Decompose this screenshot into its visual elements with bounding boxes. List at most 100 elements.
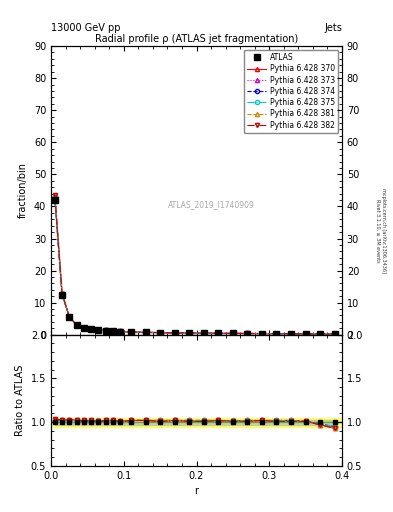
Pythia 6.428 373 — [129, 329, 134, 335]
Pythia 6.428 375 — [110, 328, 115, 334]
Pythia 6.428 373 — [96, 327, 101, 333]
Pythia 6.428 382 — [274, 331, 279, 337]
Pythia 6.428 382 — [129, 329, 134, 335]
Pythia 6.428 375 — [81, 325, 86, 331]
Pythia 6.428 381 — [52, 191, 57, 198]
Pythia 6.428 381 — [202, 330, 206, 336]
Pythia 6.428 375 — [202, 330, 206, 336]
Pythia 6.428 375 — [260, 330, 264, 336]
Pythia 6.428 374 — [74, 322, 79, 328]
Pythia 6.428 370 — [67, 313, 72, 319]
ATLAS — [118, 328, 123, 334]
Pythia 6.428 375 — [118, 328, 123, 334]
Pythia 6.428 381 — [129, 329, 134, 335]
Pythia 6.428 375 — [67, 314, 72, 320]
ATLAS — [103, 328, 108, 334]
Pythia 6.428 382 — [103, 327, 108, 333]
Pythia 6.428 382 — [216, 330, 221, 336]
Pythia 6.428 382 — [187, 330, 192, 336]
Pythia 6.428 382 — [52, 191, 57, 198]
Text: Rivet 3.1.10, ≥ 3M events: Rivet 3.1.10, ≥ 3M events — [375, 199, 380, 262]
Pythia 6.428 381 — [89, 326, 94, 332]
Title: Radial profile ρ (ATLAS jet fragmentation): Radial profile ρ (ATLAS jet fragmentatio… — [95, 34, 298, 44]
Pythia 6.428 370 — [231, 330, 235, 336]
ATLAS — [318, 331, 323, 337]
Pythia 6.428 375 — [216, 330, 221, 336]
Pythia 6.428 382 — [245, 330, 250, 336]
Pythia 6.428 381 — [67, 313, 72, 319]
ATLAS — [245, 330, 250, 336]
Pythia 6.428 382 — [81, 325, 86, 331]
Pythia 6.428 373 — [158, 330, 163, 336]
Pythia 6.428 381 — [318, 331, 323, 337]
ATLAS — [81, 325, 86, 331]
Line: Pythia 6.428 375: Pythia 6.428 375 — [53, 194, 337, 336]
Pythia 6.428 373 — [67, 314, 72, 320]
Pythia 6.428 374 — [52, 193, 57, 199]
ATLAS — [52, 197, 57, 203]
Pythia 6.428 370 — [260, 330, 264, 336]
Pythia 6.428 374 — [173, 330, 177, 336]
ATLAS — [67, 314, 72, 320]
Pythia 6.428 373 — [303, 331, 308, 337]
ATLAS — [129, 329, 134, 335]
Y-axis label: Ratio to ATLAS: Ratio to ATLAS — [15, 365, 25, 436]
Pythia 6.428 373 — [318, 331, 323, 337]
Pythia 6.428 370 — [143, 329, 148, 335]
Pythia 6.428 374 — [187, 330, 192, 336]
Pythia 6.428 375 — [158, 330, 163, 336]
ATLAS — [216, 330, 221, 336]
Pythia 6.428 370 — [96, 327, 101, 333]
Pythia 6.428 374 — [67, 314, 72, 320]
Pythia 6.428 370 — [118, 328, 123, 334]
Pythia 6.428 370 — [332, 331, 337, 337]
Pythia 6.428 373 — [110, 328, 115, 334]
Pythia 6.428 373 — [216, 330, 221, 336]
Pythia 6.428 370 — [202, 330, 206, 336]
Pythia 6.428 375 — [60, 291, 64, 297]
ATLAS — [173, 330, 177, 336]
Pythia 6.428 374 — [129, 329, 134, 335]
ATLAS — [231, 330, 235, 336]
Pythia 6.428 373 — [60, 291, 64, 297]
Pythia 6.428 373 — [274, 331, 279, 337]
Pythia 6.428 382 — [96, 327, 101, 333]
Pythia 6.428 373 — [260, 330, 264, 336]
Pythia 6.428 373 — [332, 331, 337, 337]
Pythia 6.428 370 — [216, 330, 221, 336]
Pythia 6.428 374 — [202, 330, 206, 336]
X-axis label: r: r — [195, 486, 198, 496]
Pythia 6.428 370 — [89, 326, 94, 332]
Text: Jets: Jets — [324, 23, 342, 33]
Pythia 6.428 381 — [81, 325, 86, 331]
ATLAS — [289, 331, 294, 337]
ATLAS — [110, 328, 115, 334]
Pythia 6.428 370 — [129, 329, 134, 335]
Line: Pythia 6.428 381: Pythia 6.428 381 — [53, 193, 337, 336]
Pythia 6.428 375 — [289, 331, 294, 337]
Pythia 6.428 381 — [143, 329, 148, 335]
Pythia 6.428 375 — [129, 329, 134, 335]
Pythia 6.428 370 — [110, 328, 115, 334]
Pythia 6.428 373 — [52, 193, 57, 199]
Y-axis label: fraction/bin: fraction/bin — [18, 162, 28, 219]
Pythia 6.428 381 — [231, 330, 235, 336]
Pythia 6.428 381 — [216, 330, 221, 336]
Pythia 6.428 381 — [187, 330, 192, 336]
Pythia 6.428 374 — [216, 330, 221, 336]
Pythia 6.428 375 — [245, 330, 250, 336]
Pythia 6.428 373 — [118, 328, 123, 334]
Pythia 6.428 370 — [173, 330, 177, 336]
Pythia 6.428 370 — [289, 331, 294, 337]
Pythia 6.428 382 — [143, 329, 148, 335]
ATLAS — [202, 330, 206, 336]
Pythia 6.428 375 — [318, 331, 323, 337]
Pythia 6.428 373 — [187, 330, 192, 336]
Pythia 6.428 370 — [81, 325, 86, 331]
Pythia 6.428 375 — [274, 331, 279, 337]
Pythia 6.428 375 — [52, 193, 57, 199]
Pythia 6.428 373 — [143, 329, 148, 335]
Pythia 6.428 370 — [52, 191, 57, 198]
Pythia 6.428 370 — [303, 331, 308, 337]
Pythia 6.428 373 — [289, 331, 294, 337]
